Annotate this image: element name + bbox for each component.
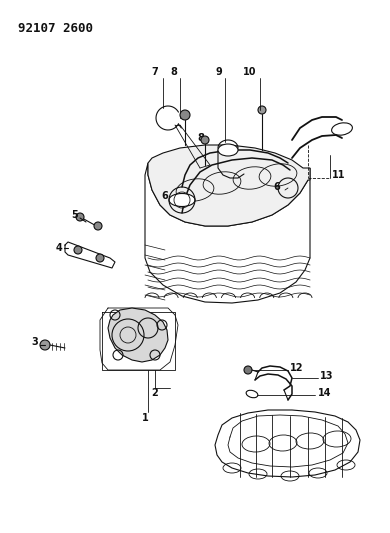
Text: 6: 6 (161, 191, 168, 201)
Text: 3: 3 (31, 337, 38, 347)
Text: 2: 2 (152, 388, 158, 398)
Text: 12: 12 (290, 363, 303, 373)
Circle shape (201, 136, 209, 144)
Circle shape (258, 106, 266, 114)
Polygon shape (108, 308, 168, 362)
Polygon shape (145, 163, 310, 303)
Text: 13: 13 (320, 371, 333, 381)
Circle shape (94, 222, 102, 230)
Text: 8: 8 (170, 67, 177, 77)
Polygon shape (148, 145, 310, 226)
Text: 14: 14 (318, 388, 332, 398)
Text: 10: 10 (243, 67, 256, 77)
Text: 7: 7 (151, 67, 158, 77)
Circle shape (96, 254, 104, 262)
Circle shape (180, 110, 190, 120)
Polygon shape (215, 410, 360, 477)
Circle shape (244, 366, 252, 374)
Circle shape (74, 246, 82, 254)
Ellipse shape (169, 193, 195, 206)
Text: 9: 9 (215, 67, 222, 77)
Text: 92107 2600: 92107 2600 (18, 22, 93, 35)
Text: 5: 5 (71, 210, 78, 220)
Circle shape (40, 340, 50, 350)
Text: 8: 8 (197, 133, 204, 143)
Text: 4: 4 (55, 243, 62, 253)
Text: 11: 11 (332, 170, 346, 180)
Text: 1: 1 (142, 413, 148, 423)
Circle shape (76, 213, 84, 221)
Ellipse shape (218, 144, 238, 156)
Text: 6: 6 (273, 182, 280, 192)
